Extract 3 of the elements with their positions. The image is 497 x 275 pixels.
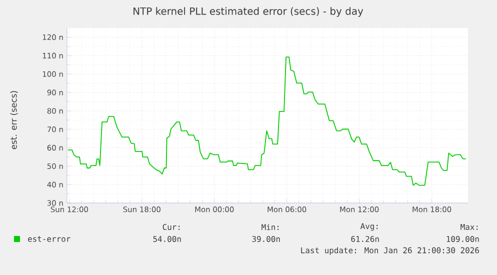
chart-title: NTP kernel PLL estimated error (secs) - by day bbox=[134, 7, 364, 17]
y-axis-title: est. err (secs) bbox=[10, 91, 18, 150]
line-series bbox=[68, 56, 466, 186]
